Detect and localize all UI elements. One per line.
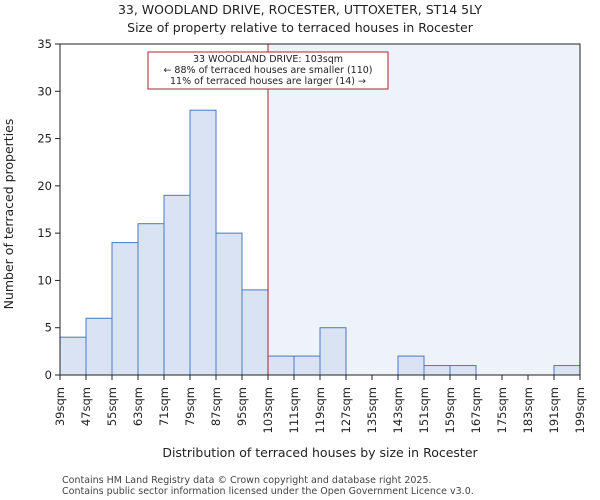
bar-159sqm xyxy=(449,365,477,376)
x-ticks: 39sqm 47sqm 55sqm 63sqm 71sqm 79sqm 87sqm 95sqm… xyxy=(53,375,587,433)
annotation-line-1: 33 WOODLAND DRIVE: 103sqm xyxy=(193,54,343,65)
bar-39sqm xyxy=(59,336,87,376)
y-ticks: 0 5 10 15 20 25 30 35 xyxy=(37,37,60,382)
y-tick-label: 35 xyxy=(37,37,52,51)
annotation-line-3: 11% of terraced houses are larger (14) → xyxy=(170,76,366,87)
y-tick-label: 10 xyxy=(37,273,52,287)
x-tick-label-119sqm: 119sqm xyxy=(313,387,327,433)
bar-103sqm xyxy=(267,355,295,376)
x-tick-label-199sqm: 199sqm xyxy=(573,387,587,433)
x-tick-label-39sqm: 39sqm xyxy=(53,387,67,426)
y-tick-label: 15 xyxy=(37,226,52,240)
x-tick-label-127sqm: 127sqm xyxy=(339,387,353,433)
footer-line-1: Contains HM Land Registry data © Crown c… xyxy=(62,475,432,486)
bar-151sqm xyxy=(423,365,451,376)
x-tick-label-143sqm: 143sqm xyxy=(391,387,405,433)
x-tick-label-111sqm: 111sqm xyxy=(287,387,301,433)
annotation-box xyxy=(147,51,389,90)
x-tick-label-183sqm: 183sqm xyxy=(521,387,535,433)
chart-subtitle: Size of property relative to terraced ho… xyxy=(127,20,474,35)
x-tick-label-95sqm: 95sqm xyxy=(235,387,249,426)
x-tick-label-159sqm: 159sqm xyxy=(443,387,457,433)
annotation-line-2: ← 88% of terraced houses are smaller (11… xyxy=(163,65,372,76)
larger-region-shade xyxy=(268,44,580,375)
y-tick-label: 5 xyxy=(45,321,52,335)
x-axis-label: Distribution of terraced houses by size … xyxy=(162,445,478,460)
plot-frame xyxy=(59,43,581,376)
y-tick-label: 30 xyxy=(37,84,52,98)
bar-87sqm xyxy=(215,232,243,376)
x-tick-label-167sqm: 167sqm xyxy=(469,387,483,433)
x-tick-label-79sqm: 79sqm xyxy=(183,387,197,426)
x-tick-label-87sqm: 87sqm xyxy=(209,387,223,426)
x-tick-label-103sqm: 103sqm xyxy=(261,387,275,433)
bar-79sqm xyxy=(189,109,217,376)
y-tick-label: 0 xyxy=(45,368,52,382)
y-tick-label: 20 xyxy=(37,179,52,193)
bar-47sqm xyxy=(85,317,113,376)
bar-119sqm xyxy=(319,327,347,376)
x-tick-label-135sqm: 135sqm xyxy=(365,387,379,433)
x-tick-label-175sqm: 175sqm xyxy=(495,387,509,433)
x-tick-label-191sqm: 191sqm xyxy=(547,387,561,433)
bar-63sqm xyxy=(137,223,165,376)
x-tick-label-63sqm: 63sqm xyxy=(131,387,145,426)
chart-title: 33, WOODLAND DRIVE, ROCESTER, UTTOXETER,… xyxy=(118,2,482,17)
y-tick-label: 25 xyxy=(37,132,52,146)
bar-111sqm xyxy=(293,355,321,376)
y-axis-label: Number of terraced properties xyxy=(1,119,16,310)
bar-55sqm xyxy=(111,242,139,376)
footer-line-2: Contains public sector information licen… xyxy=(62,486,474,497)
bar-71sqm xyxy=(163,194,191,376)
bar-143sqm xyxy=(397,355,425,376)
bar-95sqm xyxy=(241,289,269,376)
x-tick-label-47sqm: 47sqm xyxy=(79,387,93,426)
x-tick-label-151sqm: 151sqm xyxy=(417,387,431,433)
bars xyxy=(59,109,581,376)
x-tick-label-71sqm: 71sqm xyxy=(157,387,171,426)
x-tick-label-55sqm: 55sqm xyxy=(105,387,119,426)
bar-191sqm xyxy=(553,365,581,376)
